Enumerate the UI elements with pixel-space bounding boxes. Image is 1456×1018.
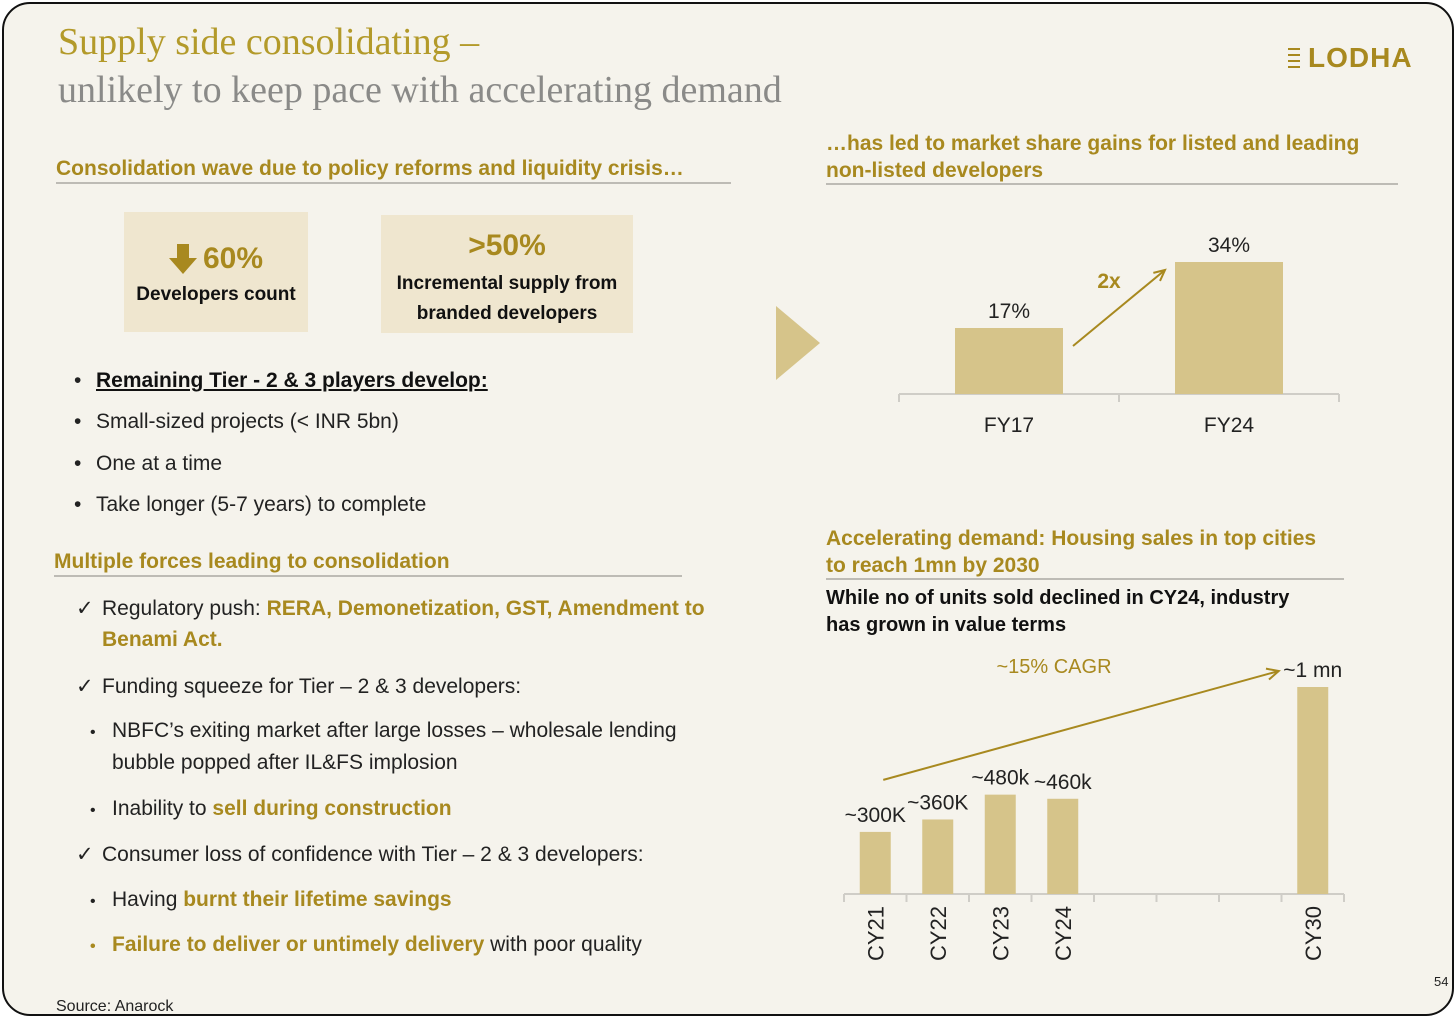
x-tick-label: CY30 bbox=[1301, 906, 1326, 961]
data-label: ~300K bbox=[845, 804, 906, 827]
kpi-value: 60% bbox=[202, 242, 264, 275]
market-share-chart: 17% FY17 34% FY24 2x bbox=[898, 234, 1340, 437]
list-item: • One at a time bbox=[74, 452, 223, 475]
data-label: ~1 mn bbox=[1283, 659, 1342, 682]
x-tick-label: FY24 bbox=[1204, 414, 1255, 437]
kpi-branded-supply: >50% Incremental supply from branded dev… bbox=[381, 215, 633, 333]
kpi-value: >50% bbox=[468, 229, 546, 262]
regulatory-items: RERA, Demonetization, GST, Amendment to bbox=[266, 597, 705, 620]
consumer-text: Consumer loss of confidence with Tier – … bbox=[102, 843, 644, 866]
funding-text: Funding squeeze for Tier – 2 & 3 develop… bbox=[102, 675, 522, 698]
list-item: • Small-sized projects (< INR 5bn) bbox=[74, 410, 399, 433]
source-note: Source: Anarock bbox=[56, 998, 174, 1015]
list-item: • Take longer (5-7 years) to complete bbox=[74, 493, 427, 516]
x-tick-label: CY22 bbox=[926, 906, 951, 961]
forces-heading: Multiple forces leading to consolidation bbox=[54, 550, 450, 573]
check-item-consumer: ✓ Consumer loss of confidence with Tier –… bbox=[76, 842, 644, 867]
heading-rule bbox=[56, 182, 731, 184]
data-label: 34% bbox=[1208, 234, 1250, 257]
demand-heading-line2: to reach 1mn by 2030 bbox=[826, 554, 1040, 577]
consolidation-heading: Consolidation wave due to policy reforms… bbox=[56, 157, 684, 180]
bar-cy23 bbox=[984, 794, 1016, 894]
x-tick-label: CY21 bbox=[863, 906, 888, 961]
sub-item-nbfc: • NBFC’s exiting market after large losse… bbox=[90, 719, 677, 742]
demand-heading-line1: Accelerating demand: Housing sales in to… bbox=[826, 527, 1317, 550]
heading-rule bbox=[826, 578, 1344, 580]
savings-prefix: Having bbox=[112, 888, 184, 911]
check-item-funding: ✓ Funding squeeze for Tier – 2 & 3 develo… bbox=[76, 674, 521, 699]
share-heading-line2: non-listed developers bbox=[826, 159, 1044, 182]
delivery-highlight: Failure to deliver or untimely delivery bbox=[112, 933, 485, 956]
inability-prefix: Inability to bbox=[112, 797, 213, 820]
bar-cy21 bbox=[859, 831, 891, 894]
cagr-arrow-head bbox=[1265, 667, 1281, 681]
check-icon: ✓ bbox=[76, 597, 94, 620]
data-label: 17% bbox=[988, 300, 1030, 323]
kpi-caption: Developers count bbox=[136, 284, 296, 305]
list-item-text: One at a time bbox=[96, 452, 223, 475]
kpi-caption-line2: branded developers bbox=[416, 303, 598, 324]
bar-cy24 bbox=[1047, 798, 1079, 894]
page-number: 54 bbox=[1434, 974, 1449, 989]
heading-rule bbox=[54, 575, 682, 577]
delivery-suffix: with poor quality bbox=[484, 933, 642, 956]
logo-text: LODHA bbox=[1308, 42, 1413, 73]
slide-title: Supply side consolidating – bbox=[58, 21, 480, 63]
list-item-text: Small-sized projects (< INR 5bn) bbox=[96, 410, 399, 433]
regulatory-label: Regulatory push: bbox=[102, 597, 267, 620]
check-icon: ✓ bbox=[76, 843, 94, 866]
cagr-arrow bbox=[882, 670, 1280, 781]
growth-annotation: 2x bbox=[1097, 270, 1121, 293]
x-tick-label: CY24 bbox=[1051, 906, 1076, 961]
kpi-caption-line1: Incremental supply from bbox=[396, 273, 618, 294]
check-icon: ✓ bbox=[76, 675, 94, 698]
regulatory-items-cont: Benami Act. bbox=[102, 628, 223, 651]
tier-heading-item: • Remaining Tier - 2 & 3 players develop: bbox=[74, 369, 488, 392]
share-heading-line1: …has led to market share gains for liste… bbox=[826, 132, 1360, 155]
list-item-text: Take longer (5-7 years) to complete bbox=[96, 493, 427, 516]
next-arrow-icon bbox=[776, 306, 820, 380]
bar-cy30 bbox=[1297, 687, 1329, 894]
down-arrow-icon bbox=[168, 244, 197, 274]
demand-subtext-line2: has grown in value terms bbox=[826, 614, 1067, 636]
growth-arrow bbox=[1072, 269, 1166, 347]
demand-subtext-line1: While no of units sold declined in CY24,… bbox=[826, 587, 1290, 609]
sub-item-delivery: • Failure to deliver or untimely delivery… bbox=[90, 933, 642, 956]
x-tick-label: CY23 bbox=[988, 906, 1013, 961]
sub-item-savings: • Having burnt their lifetime savings bbox=[90, 888, 452, 911]
savings-highlight: burnt their lifetime savings bbox=[183, 888, 452, 911]
cagr-annotation: ~15% CAGR bbox=[996, 656, 1111, 678]
x-tick-label: FY17 bbox=[984, 414, 1034, 437]
data-label: ~480k bbox=[971, 767, 1029, 790]
tier-heading: Remaining Tier - 2 & 3 players develop: bbox=[96, 369, 488, 392]
data-label: ~460k bbox=[1034, 771, 1092, 794]
check-item-regulatory: ✓ Regulatory push: RERA, Demonetization, … bbox=[76, 596, 705, 621]
nbfc-text-cont: bubble popped after IL&FS implosion bbox=[112, 751, 458, 774]
housing-sales-chart: CY21 ~300K CY22 ~360K CY23 ~480k CY24 ~460k CY30… bbox=[843, 656, 1345, 961]
slide-subtitle: unlikely to keep pace with accelerating … bbox=[58, 69, 782, 111]
growth-arrow-head bbox=[1153, 268, 1167, 282]
bar-fy17 bbox=[955, 328, 1063, 394]
kpi-developers-count: 60% Developers count bbox=[124, 212, 308, 332]
sub-item-inability: • Inability to sell during construction bbox=[90, 797, 452, 820]
logo-icon bbox=[1288, 48, 1300, 68]
data-label: ~360K bbox=[907, 791, 968, 814]
bar-fy24 bbox=[1175, 262, 1283, 394]
brand-logo: LODHA bbox=[1288, 42, 1413, 74]
heading-rule bbox=[826, 183, 1398, 185]
nbfc-text: NBFC’s exiting market after large losses… bbox=[112, 719, 677, 742]
bar-cy22 bbox=[922, 819, 954, 894]
inability-highlight: sell during construction bbox=[212, 797, 452, 820]
